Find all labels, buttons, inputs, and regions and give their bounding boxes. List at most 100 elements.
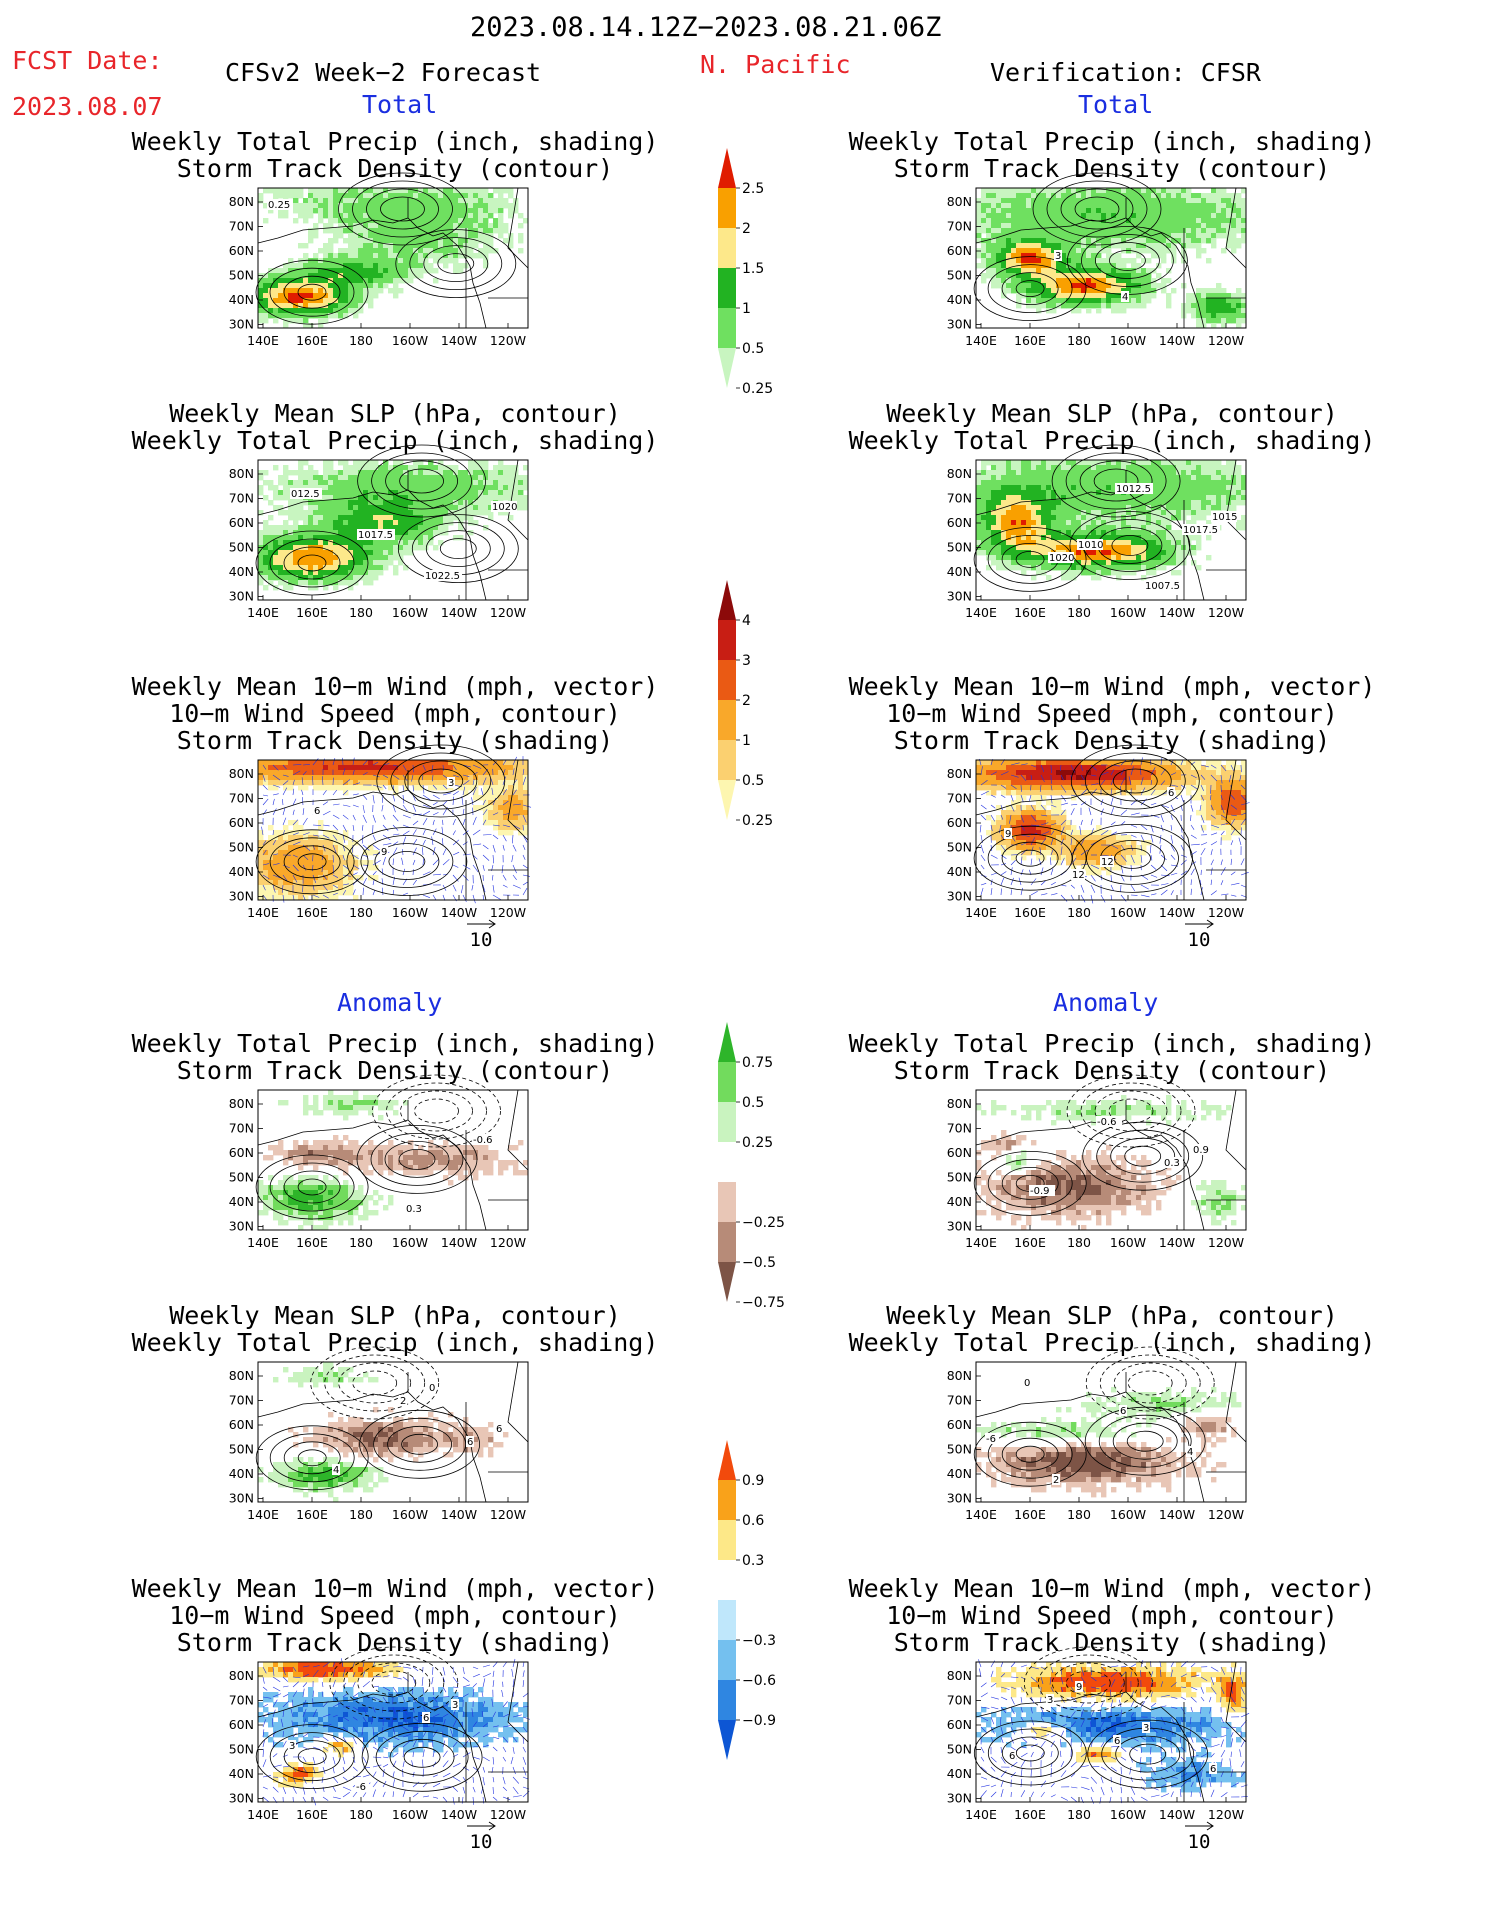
- shading-cell: [996, 283, 1002, 289]
- shading-cell: [1241, 218, 1247, 224]
- shading-cell: [1186, 475, 1192, 481]
- shading-cell: [1151, 480, 1157, 486]
- wind-vector: [442, 792, 452, 796]
- shading-cell: [383, 278, 389, 284]
- shading-cell: [468, 218, 474, 224]
- shading-cell: [363, 278, 369, 284]
- shading-cell: [1141, 268, 1147, 274]
- shading-cell: [338, 835, 344, 841]
- shading-cell: [308, 570, 314, 576]
- shading-cell: [413, 465, 419, 471]
- shading-cell: [513, 480, 519, 486]
- shading-cell: [1171, 500, 1177, 506]
- shading-cell: [298, 825, 304, 831]
- shading-cell: [268, 500, 274, 506]
- shading-cell: [273, 885, 279, 891]
- shading-cell: [1131, 273, 1137, 279]
- shading-cell: [263, 218, 269, 224]
- shading-cell: [398, 525, 404, 531]
- shading-cell: [368, 273, 374, 279]
- wind-vector: [482, 854, 490, 861]
- shading-cell: [1041, 475, 1047, 481]
- shading-cell: [278, 885, 284, 891]
- shading-cell: [1161, 510, 1167, 516]
- shading-cell: [1031, 465, 1037, 471]
- shading-cell: [1021, 505, 1027, 511]
- shading-cell: [1166, 188, 1172, 194]
- shading-cell: [313, 565, 319, 571]
- shading-cell: [328, 545, 334, 551]
- wind-vector: [282, 864, 290, 869]
- shading-cell: [478, 760, 484, 766]
- shading-cell: [1151, 515, 1157, 521]
- contour-layer: [255, 444, 519, 596]
- shading-cell: [403, 545, 409, 551]
- shading-cell: [283, 188, 289, 194]
- wind-vector: [372, 794, 375, 804]
- shading-cell: [468, 198, 474, 204]
- shading-cell: [268, 775, 274, 781]
- contour-line: [376, 744, 506, 818]
- shading-cell: [293, 765, 299, 771]
- shading-cell: [986, 233, 992, 239]
- shading-cell: [388, 760, 394, 766]
- shading-cell: [1106, 485, 1112, 491]
- shading-cell: [418, 545, 424, 551]
- shading-cell: [1121, 223, 1127, 229]
- shading-cell: [403, 268, 409, 274]
- shading-cell: [1201, 298, 1207, 304]
- wind-vector: [461, 796, 464, 806]
- shading-cell: [991, 228, 997, 234]
- shading-cell: [418, 188, 424, 194]
- shading-cell: [1206, 288, 1212, 294]
- shading-cell: [513, 475, 519, 481]
- shading-cell: [313, 580, 319, 586]
- shading-cell: [413, 765, 419, 771]
- shading-cell: [473, 760, 479, 766]
- shading-cell: [433, 490, 439, 496]
- shading-cell: [518, 760, 524, 766]
- shading-cell: [393, 505, 399, 511]
- shading-cell: [313, 475, 319, 481]
- contour-line: [297, 554, 327, 572]
- wind-vector: [382, 814, 386, 820]
- shading-cell: [1226, 313, 1232, 319]
- shading-cell: [1091, 470, 1097, 476]
- shading-cell: [1186, 243, 1192, 249]
- shading-cell: [328, 580, 334, 586]
- shading-cell: [508, 775, 514, 781]
- shading-cell: [1051, 188, 1057, 194]
- shading-cell: [318, 293, 324, 299]
- shading-cell: [263, 775, 269, 781]
- shading-cell: [453, 258, 459, 264]
- shading-cell: [358, 540, 364, 546]
- shading-cell: [1016, 278, 1022, 284]
- shading-cell: [313, 760, 319, 766]
- shading-cell: [1101, 243, 1107, 249]
- shading-cell: [383, 555, 389, 561]
- shading-cell: [468, 770, 474, 776]
- shading-cell: [1066, 490, 1072, 496]
- shading-cell: [1116, 263, 1122, 269]
- wind-vector: [442, 838, 444, 846]
- shading-cell: [1191, 485, 1197, 491]
- shading-cell: [1041, 495, 1047, 501]
- shading-cell: [1081, 283, 1087, 289]
- shading-cell: [413, 520, 419, 526]
- shading-cell: [393, 188, 399, 194]
- shading-cell: [976, 223, 982, 229]
- shading-cell: [383, 268, 389, 274]
- shading-cell: [448, 238, 454, 244]
- shading-cell: [273, 490, 279, 496]
- shading-cell: [453, 203, 459, 209]
- shading-cell: [1166, 298, 1172, 304]
- shading-cell: [1141, 188, 1147, 194]
- shading-cell: [1146, 248, 1152, 254]
- shading-cell: [996, 223, 1002, 229]
- forecast-total-label: Total: [362, 90, 438, 119]
- wind-vector: [382, 843, 392, 846]
- shading-cell: [273, 293, 279, 299]
- shading-cell: [1221, 303, 1227, 309]
- shading-cell: [1196, 228, 1202, 234]
